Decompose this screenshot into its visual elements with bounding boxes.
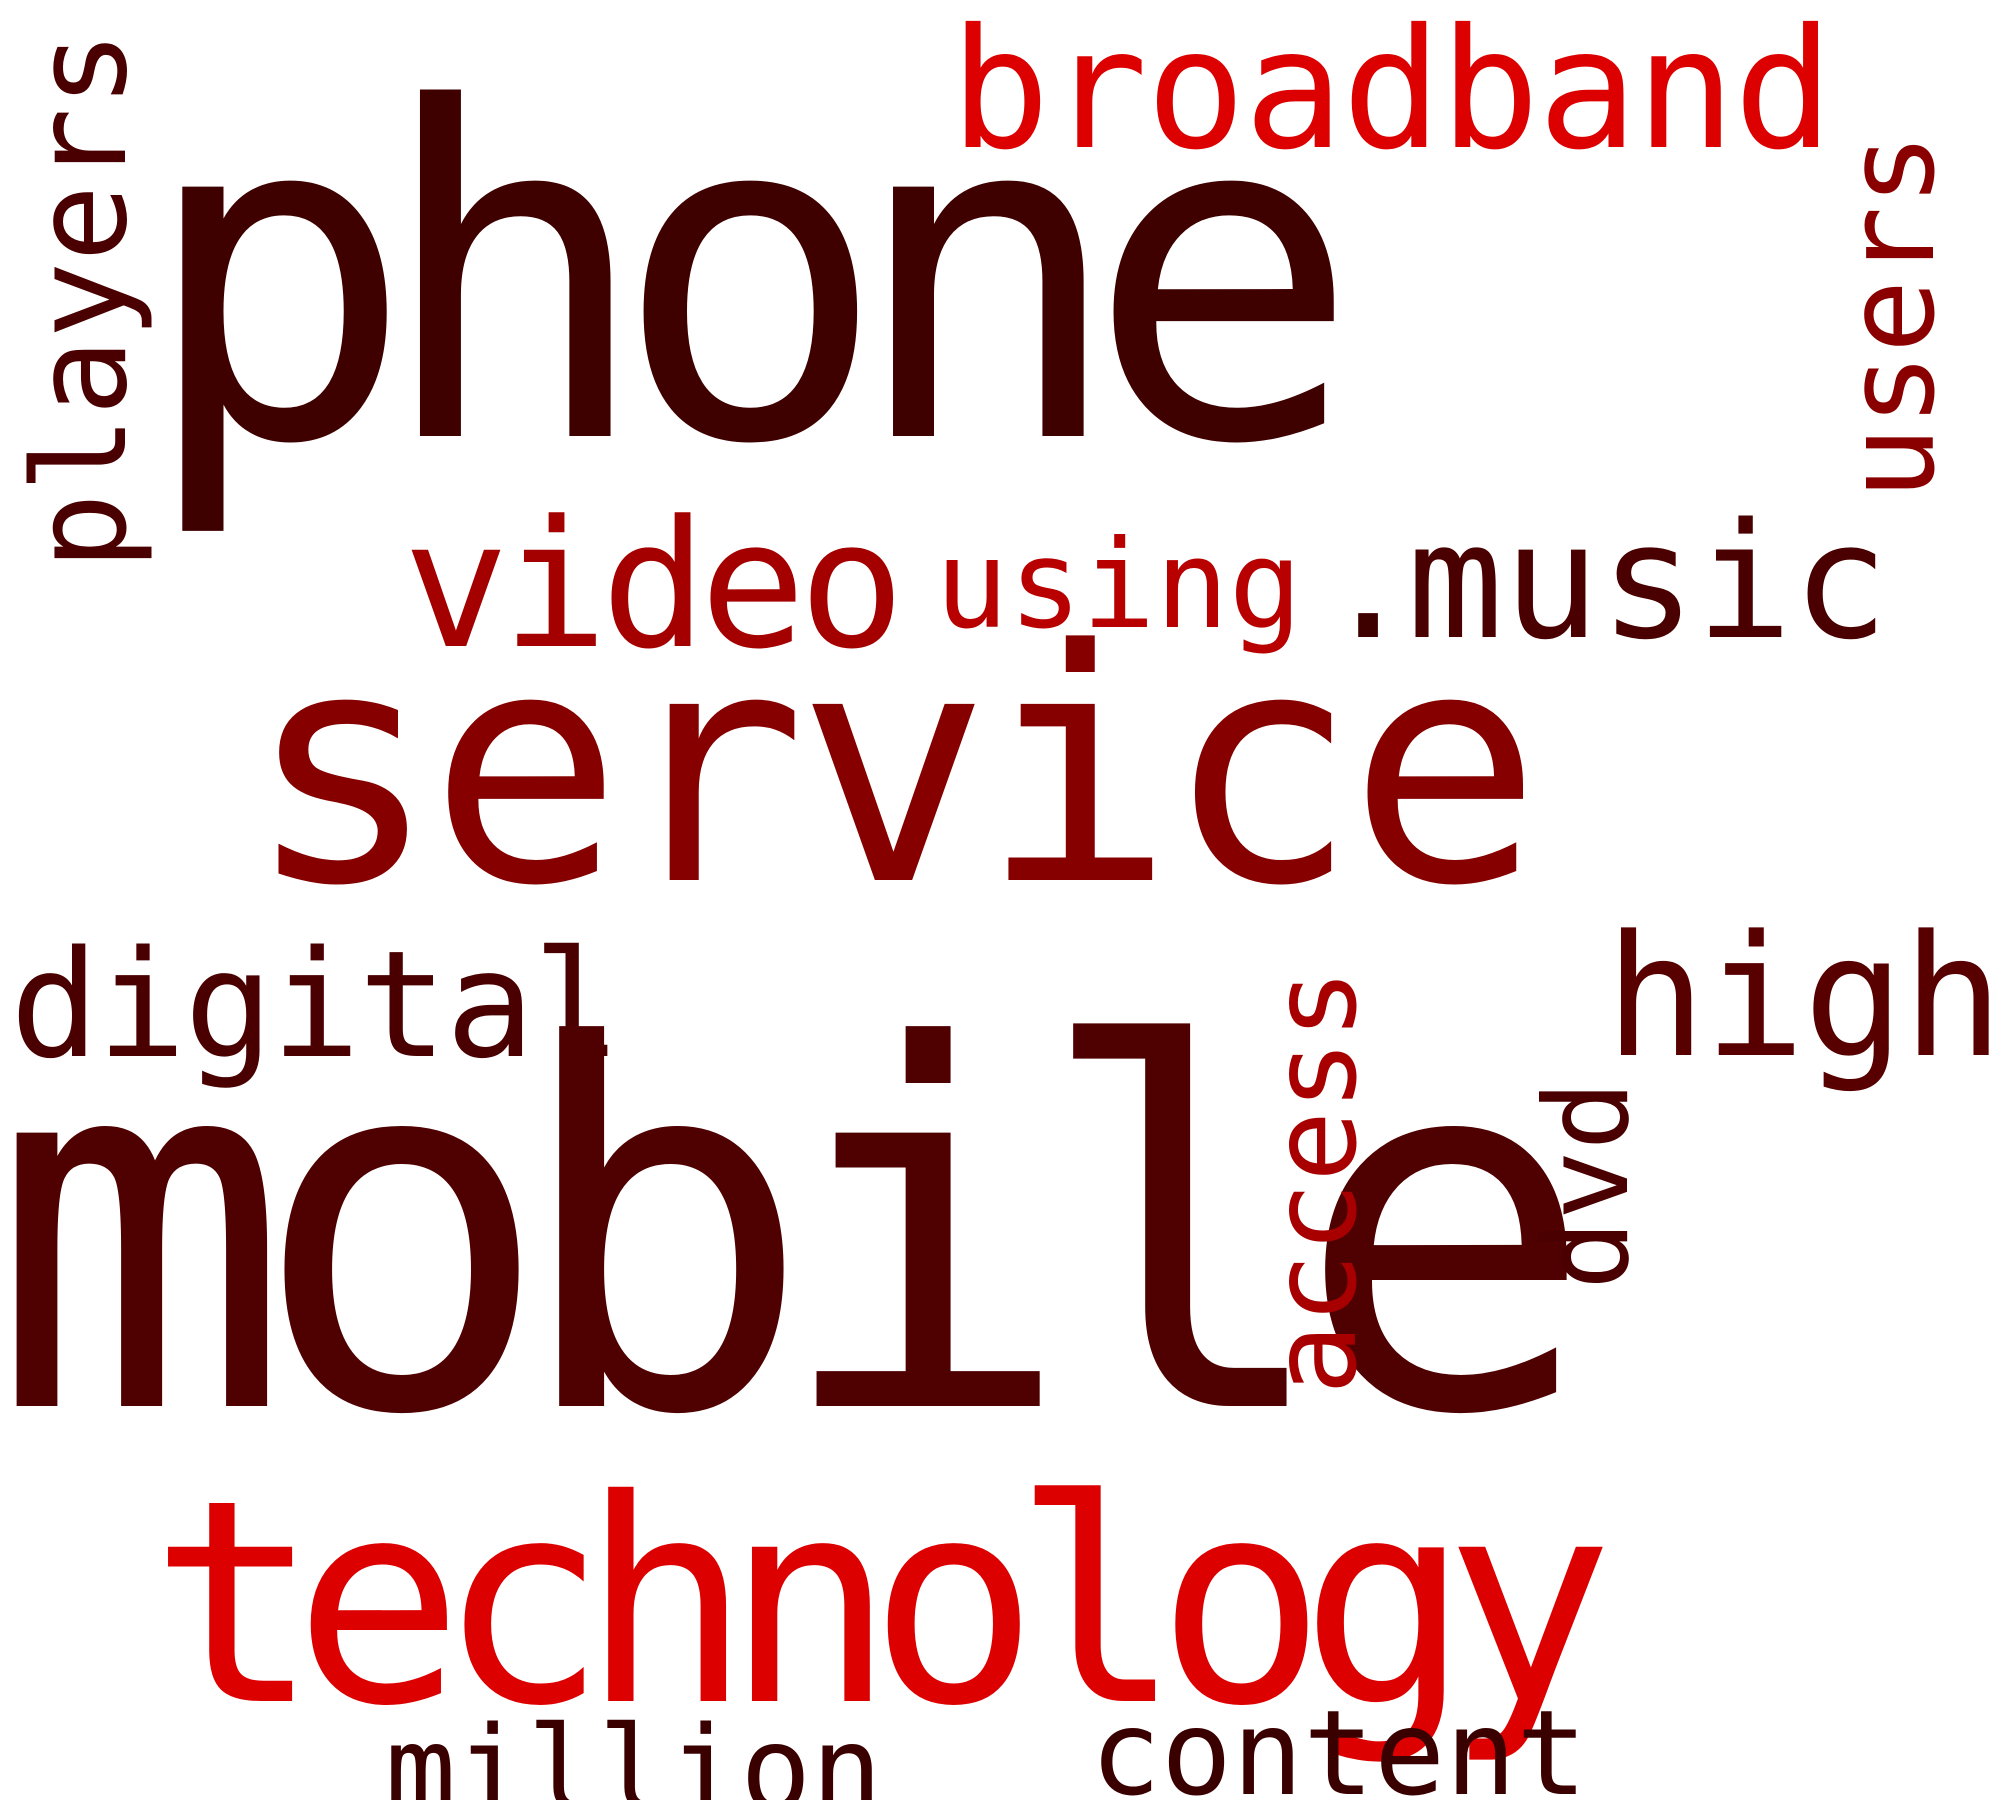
word-technology: technology bbox=[150, 1439, 1614, 1768]
word-music: music bbox=[1407, 488, 1889, 675]
word-users: users bbox=[1820, 132, 1962, 500]
word-broadband: broadband bbox=[950, 0, 1833, 187]
word-digital: digital bbox=[10, 919, 622, 1091]
word-million: million bbox=[385, 1700, 883, 1800]
word-mobile: mobile bbox=[0, 942, 1596, 1524]
word-content: content bbox=[1090, 1684, 1588, 1800]
word-high: high bbox=[1605, 899, 2000, 1095]
word-phone: phone bbox=[140, 13, 1361, 544]
word-dvd: dvd bbox=[1520, 1080, 1655, 1290]
word-service: service bbox=[245, 581, 1542, 956]
word-dot: . bbox=[1320, 488, 1417, 675]
word-access: access bbox=[1245, 968, 1383, 1395]
word-video: video bbox=[403, 483, 905, 688]
word-using: using bbox=[935, 514, 1303, 656]
word-players: players bbox=[7, 30, 156, 570]
